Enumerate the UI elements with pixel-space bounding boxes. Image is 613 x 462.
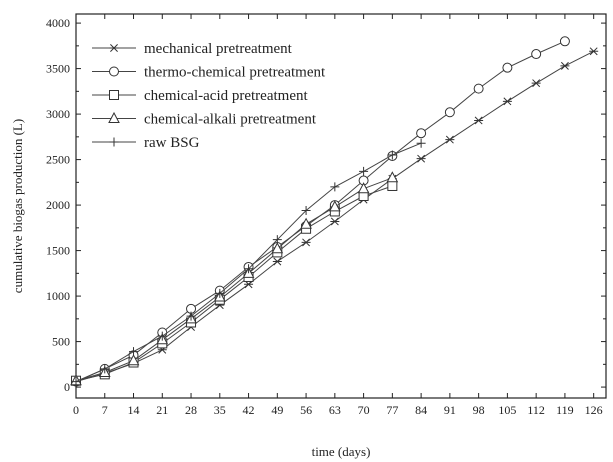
plus-marker xyxy=(330,182,340,192)
legend-item: thermo-chemical pretreatment xyxy=(92,65,326,81)
asterisk-marker xyxy=(560,61,570,70)
asterisk-marker xyxy=(416,154,426,163)
x-tick-label: 14 xyxy=(128,403,140,417)
x-tick-label: 119 xyxy=(556,403,574,417)
y-tick-label: 2000 xyxy=(46,198,70,212)
asterisk-marker xyxy=(589,47,599,56)
asterisk-marker xyxy=(474,116,484,125)
plus-marker xyxy=(71,377,81,387)
y-tick-label: 3500 xyxy=(46,62,70,76)
circle-marker xyxy=(473,83,484,94)
x-tick-label: 28 xyxy=(185,403,197,417)
asterisk-marker xyxy=(330,217,340,226)
legend-item: raw BSG xyxy=(92,135,200,151)
triangle-marker xyxy=(108,111,120,123)
asterisk-marker xyxy=(445,135,455,144)
x-tick-label: 7 xyxy=(102,403,108,417)
plus-marker xyxy=(301,206,311,216)
y-tick-label: 500 xyxy=(52,335,70,349)
asterisk-marker xyxy=(109,44,119,52)
legend-item: chemical-acid pretreatment xyxy=(92,88,308,104)
circle-marker xyxy=(444,107,455,118)
plus-marker xyxy=(186,311,196,321)
x-tick-label: 49 xyxy=(271,403,283,417)
legend-label: thermo-chemical pretreatment xyxy=(144,65,326,81)
legend: mechanical pretreatment thermo-chemical p… xyxy=(92,41,326,151)
circle-marker xyxy=(559,36,570,47)
y-tick-label: 0 xyxy=(64,380,70,394)
asterisk-marker xyxy=(301,238,311,247)
square-marker xyxy=(387,180,398,191)
circle-marker xyxy=(109,66,119,77)
plus-marker xyxy=(244,264,254,274)
plus-marker xyxy=(272,235,282,245)
asterisk-marker xyxy=(502,97,512,106)
x-tick-label: 84 xyxy=(415,403,427,417)
x-tick-label: 70 xyxy=(358,403,370,417)
x-tick-label: 91 xyxy=(444,403,456,417)
triangle-marker xyxy=(386,171,399,183)
plus-marker xyxy=(215,288,225,298)
x-tick-label: 42 xyxy=(243,403,255,417)
asterisk-marker xyxy=(531,79,541,88)
triangle-marker xyxy=(271,242,284,254)
series-plus xyxy=(71,138,426,387)
triangle-marker xyxy=(127,354,140,366)
legend-label: chemical-acid pretreatment xyxy=(144,88,308,104)
plus-marker xyxy=(416,138,426,148)
legend-label: raw BSG xyxy=(144,135,200,151)
legend-label: mechanical pretreatment xyxy=(144,41,293,57)
triangle-marker xyxy=(357,182,370,194)
series-line xyxy=(75,177,393,382)
plus-marker xyxy=(359,166,369,176)
x-axis-title: time (days) xyxy=(312,444,371,459)
y-tick-label: 4000 xyxy=(46,16,70,30)
circle-marker xyxy=(416,128,427,139)
plus-marker xyxy=(387,150,397,160)
y-axis-title: cumulative biogas production (L) xyxy=(10,119,25,293)
plus-marker xyxy=(157,331,167,341)
plot-area: 0 7 14 21 28 35 42 49 56 63 70 77 84 91 98 105 112 119 126… xyxy=(46,13,607,417)
x-tick-label: 126 xyxy=(585,403,603,417)
circle-marker xyxy=(502,62,513,73)
legend-label: chemical-alkali pretreatment xyxy=(144,112,317,128)
x-tick-label: 35 xyxy=(214,403,226,417)
x-tick-label: 21 xyxy=(156,403,168,417)
x-tick-label: 98 xyxy=(473,403,485,417)
x-tick-label: 63 xyxy=(329,403,341,417)
circle-marker xyxy=(531,49,542,60)
plus-marker xyxy=(129,347,139,357)
y-tick-label: 1500 xyxy=(46,244,70,258)
square-marker xyxy=(109,90,119,100)
triangle-marker xyxy=(329,200,341,212)
x-tick-label: 105 xyxy=(498,403,516,417)
y-tick-label: 2500 xyxy=(46,153,70,167)
series-layer xyxy=(70,36,599,387)
asterisk-marker xyxy=(272,257,282,266)
y-tick-label: 1000 xyxy=(46,289,70,303)
x-tick-label: 112 xyxy=(527,403,545,417)
legend-item: mechanical pretreatment xyxy=(92,41,293,57)
series-line xyxy=(75,185,393,382)
plus-marker xyxy=(109,137,119,147)
triangle-marker xyxy=(300,217,312,229)
x-tick-label: 56 xyxy=(300,403,312,417)
y-tick-label: 3000 xyxy=(46,107,70,121)
x-tick-label: 0 xyxy=(73,403,79,417)
plus-marker xyxy=(100,364,110,374)
legend-item: chemical-alkali pretreatment xyxy=(92,112,317,128)
axis-frame xyxy=(75,13,607,399)
x-tick-label: 77 xyxy=(386,403,398,417)
